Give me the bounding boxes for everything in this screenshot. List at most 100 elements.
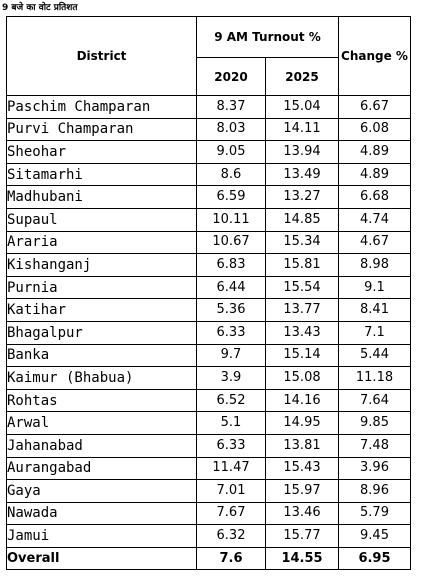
turnout-2025-cell: 13.27 (265, 185, 339, 209)
table-row: Madhubani 6.59 13.27 6.68 (6, 185, 411, 209)
change-cell: 4.74 (338, 207, 411, 232)
turnout-2020-cell: 8.6 (196, 162, 266, 187)
table-row: Bhagalpur 6.33 13.43 7.1 (6, 320, 411, 345)
district-cell: Katihar (6, 298, 197, 322)
change-cell: 8.98 (338, 253, 411, 277)
header-change: Change % (338, 16, 411, 96)
turnout-2020-cell: 7.67 (196, 501, 266, 526)
overall-label: Overall (6, 546, 197, 571)
turnout-2020-cell: 6.83 (196, 253, 266, 277)
turnout-2020-cell: 5.1 (196, 411, 266, 435)
table-row: Sheohar 9.05 13.94 4.89 (6, 140, 411, 164)
header-turnout: 9 AM Turnout % (196, 16, 339, 58)
district-cell: Paschim Champaran (6, 95, 197, 119)
turnout-2025-cell: 15.14 (265, 343, 339, 368)
page-caption: 9 बजे का वोट प्रतिशत (2, 3, 78, 13)
turnout-table: District 9 AM Turnout % Change % 2020 20… (6, 16, 411, 571)
turnout-2020-cell: 6.33 (196, 433, 266, 458)
turnout-2020-cell: 6.44 (196, 275, 266, 300)
change-cell: 8.41 (338, 298, 411, 322)
overall-2025-cell: 14.55 (265, 546, 339, 571)
turnout-2025-cell: 15.77 (265, 524, 339, 548)
table-row: Jahanabad 6.33 13.81 7.48 (6, 433, 411, 458)
turnout-2020-cell: 7.01 (196, 479, 266, 503)
table-row: Nawada 7.67 13.46 5.79 (6, 501, 411, 526)
turnout-2025-cell: 15.97 (265, 479, 339, 503)
table-row: Supaul 10.11 14.85 4.74 (6, 207, 411, 232)
turnout-2025-cell: 14.11 (265, 117, 339, 142)
district-cell: Bhagalpur (6, 320, 197, 345)
change-cell: 4.89 (338, 140, 411, 164)
change-cell: 5.44 (338, 343, 411, 368)
table-row: Paschim Champaran 8.37 15.04 6.67 (6, 95, 411, 119)
turnout-2025-cell: 13.94 (265, 140, 339, 164)
turnout-2020-cell: 9.05 (196, 140, 266, 164)
district-cell: Kaimur (Bhabua) (6, 366, 197, 390)
turnout-2025-cell: 13.46 (265, 501, 339, 526)
table-row: Gaya 7.01 15.97 8.96 (6, 479, 411, 503)
district-cell: Purvi Champaran (6, 117, 197, 142)
header-year-2020: 2020 (196, 57, 266, 96)
overall-change-cell: 6.95 (338, 546, 411, 571)
district-cell: Banka (6, 343, 197, 368)
turnout-2020-cell: 9.7 (196, 343, 266, 368)
table-row: Banka 9.7 15.14 5.44 (6, 343, 411, 368)
turnout-2020-cell: 6.59 (196, 185, 266, 209)
change-cell: 3.96 (338, 456, 411, 481)
district-cell: Sitamarhi (6, 162, 197, 187)
district-cell: Rohtas (6, 388, 197, 413)
district-cell: Aurangabad (6, 456, 197, 481)
turnout-2020-cell: 8.37 (196, 95, 266, 119)
change-cell: 7.1 (338, 320, 411, 345)
table-body: Paschim Champaran 8.37 15.04 6.67 Purvi Cham… (6, 95, 411, 571)
turnout-2025-cell: 14.95 (265, 411, 339, 435)
overall-2020-cell: 7.6 (196, 546, 266, 571)
turnout-2025-cell: 14.85 (265, 207, 339, 232)
turnout-2020-cell: 3.9 (196, 366, 266, 390)
change-cell: 6.67 (338, 95, 411, 119)
turnout-2020-cell: 6.33 (196, 320, 266, 345)
district-cell: Sheohar (6, 140, 197, 164)
change-cell: 5.79 (338, 501, 411, 526)
turnout-2020-cell: 8.03 (196, 117, 266, 142)
turnout-2025-cell: 14.16 (265, 388, 339, 413)
change-cell: 6.68 (338, 185, 411, 209)
turnout-2025-cell: 15.34 (265, 230, 339, 255)
turnout-2020-cell: 6.32 (196, 524, 266, 548)
header-district: District (6, 16, 197, 96)
district-cell: Nawada (6, 501, 197, 526)
turnout-2020-cell: 11.47 (196, 456, 266, 481)
table-row: Rohtas 6.52 14.16 7.64 (6, 388, 411, 413)
district-cell: Jamui (6, 524, 197, 548)
district-cell: Gaya (6, 479, 197, 503)
table-row: Katihar 5.36 13.77 8.41 (6, 298, 411, 322)
turnout-2025-cell: 13.77 (265, 298, 339, 322)
table-row: Araria 10.67 15.34 4.67 (6, 230, 411, 255)
table-row: Aurangabad 11.47 15.43 3.96 (6, 456, 411, 481)
table-row: Kishanganj 6.83 15.81 8.98 (6, 253, 411, 277)
change-cell: 7.64 (338, 388, 411, 413)
change-cell: 9.45 (338, 524, 411, 548)
turnout-2020-cell: 10.67 (196, 230, 266, 255)
turnout-2020-cell: 10.11 (196, 207, 266, 232)
turnout-2025-cell: 13.43 (265, 320, 339, 345)
turnout-2025-cell: 15.54 (265, 275, 339, 300)
table-row: Jamui 6.32 15.77 9.45 (6, 524, 411, 548)
turnout-2025-cell: 13.81 (265, 433, 339, 458)
district-cell: Araria (6, 230, 197, 255)
change-cell: 8.96 (338, 479, 411, 503)
turnout-2020-cell: 6.52 (196, 388, 266, 413)
district-cell: Kishanganj (6, 253, 197, 277)
table-row: Purnia 6.44 15.54 9.1 (6, 275, 411, 300)
change-cell: 9.1 (338, 275, 411, 300)
table-row: Kaimur (Bhabua) 3.9 15.08 11.18 (6, 366, 411, 390)
change-cell: 6.08 (338, 117, 411, 142)
table-row: Sitamarhi 8.6 13.49 4.89 (6, 162, 411, 187)
district-cell: Jahanabad (6, 433, 197, 458)
turnout-2025-cell: 15.81 (265, 253, 339, 277)
turnout-2025-cell: 15.43 (265, 456, 339, 481)
district-cell: Supaul (6, 207, 197, 232)
change-cell: 11.18 (338, 366, 411, 390)
table-row: Arwal 5.1 14.95 9.85 (6, 411, 411, 435)
header-year-2025: 2025 (265, 57, 339, 96)
